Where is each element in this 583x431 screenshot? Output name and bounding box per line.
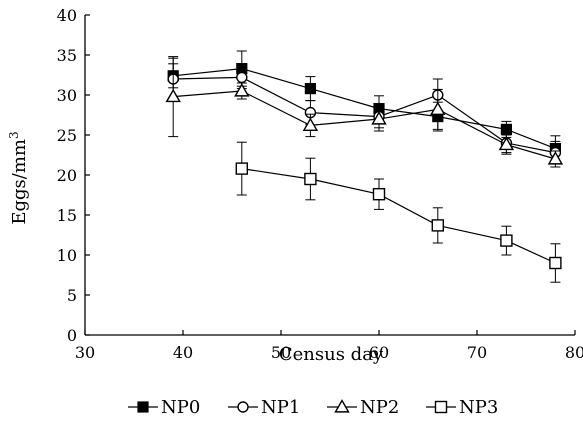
- data-point-np3: [235, 162, 249, 175]
- data-point-np3: [500, 234, 513, 247]
- y-tick-label: 40: [57, 6, 77, 25]
- data-point-np2: [371, 111, 387, 125]
- series-layer: [165, 50, 564, 283]
- series-np3: [235, 141, 562, 283]
- x-ticks: 30 40 50 60 70 80: [75, 330, 583, 362]
- y-ticks: 0 5 10 15 20 25 30 35 40: [57, 6, 90, 345]
- legend-label-np1: NP1: [261, 397, 300, 418]
- legend-item-np0: NP0: [128, 397, 200, 418]
- legend-item-np2: NP2: [327, 397, 399, 418]
- x-tick-label: 40: [173, 343, 193, 362]
- y-tick-label: 0: [67, 326, 77, 345]
- data-point-np2: [234, 83, 250, 97]
- legend-marker-np3: [434, 400, 448, 414]
- data-point-np2: [430, 101, 446, 115]
- legend-label-np2: NP2: [360, 397, 399, 418]
- legend-item-np1: NP1: [228, 397, 300, 418]
- y-tick-label: 25: [57, 126, 77, 145]
- data-point-np3: [304, 172, 317, 186]
- axes: 0 5 10 15 20 25 30 35 40 30 40 50 60 70 80: [57, 6, 583, 362]
- x-tick-label: 60: [369, 343, 389, 362]
- y-tick-label: 15: [57, 206, 77, 225]
- data-point-np2: [547, 151, 564, 165]
- legend-marker-np0: [137, 401, 149, 413]
- legend-marker-np2: [334, 399, 350, 413]
- y-tick-label: 30: [57, 86, 77, 105]
- series-line-np3: [241, 168, 556, 264]
- x-axis-label: Census day: [279, 344, 384, 365]
- data-point-np2: [165, 88, 181, 103]
- data-point-np3: [431, 219, 444, 232]
- legend-marker-np1: [237, 401, 249, 413]
- x-tick-label: 70: [467, 343, 487, 362]
- legend-label-np3: NP3: [459, 397, 498, 418]
- x-tick-label: 30: [75, 343, 95, 362]
- data-point-np2: [302, 117, 319, 131]
- x-tick-label: 80: [565, 343, 583, 362]
- y-tick-label: 5: [67, 286, 77, 305]
- y-tick-label: 10: [57, 246, 77, 265]
- data-point-np3: [549, 256, 562, 270]
- y-tick-label: 20: [57, 166, 77, 185]
- y-tick-label: 35: [57, 46, 77, 65]
- data-point-np1: [236, 71, 248, 84]
- data-point-np2: [498, 136, 515, 151]
- data-point-np3: [372, 187, 386, 201]
- legend-item-np3: NP3: [426, 397, 498, 418]
- y-axis-label-superscript: 3: [7, 131, 21, 139]
- series-np2: [165, 56, 564, 168]
- series-line-np1: [173, 76, 556, 154]
- legend-label-np0: NP0: [161, 397, 200, 418]
- data-point-np0: [304, 82, 316, 95]
- series-line-np2: [173, 90, 556, 160]
- legend: NP0 NP1 NP2 NP3: [128, 397, 498, 418]
- y-axis-label-text: Eggs/mm: [9, 139, 30, 225]
- x-tick-label: 50: [271, 343, 291, 362]
- y-axis-label: Eggs/mm3: [7, 131, 30, 224]
